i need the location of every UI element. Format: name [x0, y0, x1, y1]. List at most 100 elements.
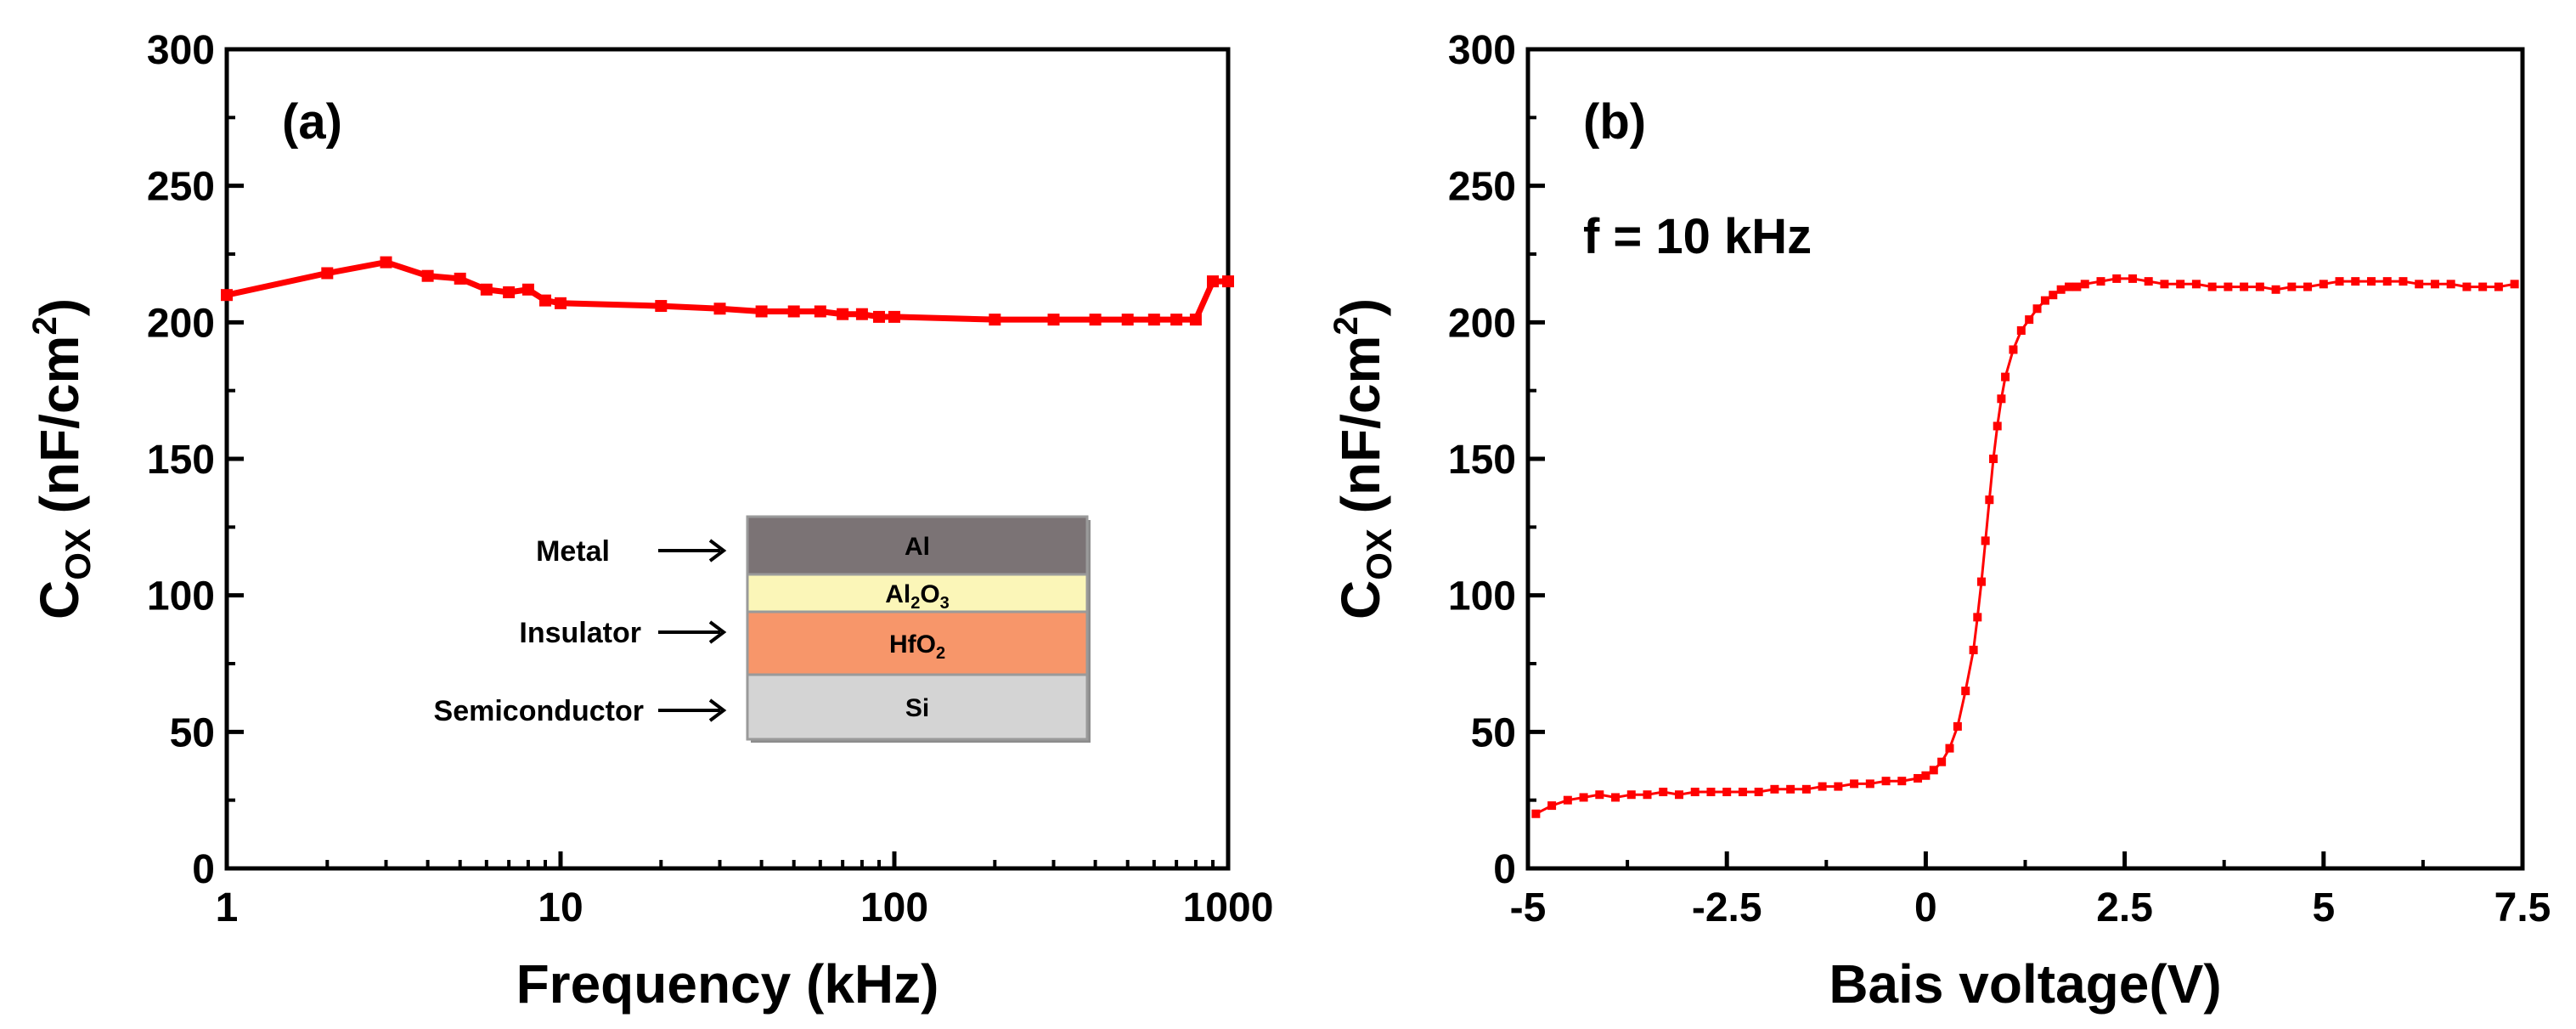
panel-b-data-point	[1786, 784, 1795, 794]
panel-b-data-point	[1818, 782, 1827, 791]
panel-a-y-tick-label: 250	[147, 165, 215, 210]
panel-b-data-point	[1865, 779, 1874, 789]
panel-b-data-point	[1921, 771, 1931, 780]
panel-b-chart: -5 -2.5 0 2.5 5 7.5 0 50 100 150 200 250 300 Bais vol…	[1327, 28, 2551, 1015]
panel-b-x-tick-label: -5	[1510, 885, 1547, 930]
panel-b-data-point	[2009, 345, 2018, 354]
inset-side-label: Metal	[536, 535, 610, 568]
panel-a-y-tick-label: 100	[147, 574, 215, 619]
panel-a-y-tick-label: 300	[147, 28, 215, 73]
panel-a-y-tick-label: 150	[147, 438, 215, 483]
inset-layer-label: Al2O3	[885, 580, 950, 613]
panel-b-data-point	[2112, 274, 2122, 283]
panel-b-data-point	[1953, 721, 1962, 731]
inset-layer-label: HfO2	[889, 630, 945, 663]
inset-layer-label: Si	[905, 694, 929, 722]
panel-b-data-point	[2415, 280, 2424, 289]
panel-a-x-tick-label: 10	[538, 885, 583, 930]
panel-a-data-point	[1222, 275, 1234, 288]
panel-a-y-axis-title: COX (nF/cm2)	[26, 298, 98, 619]
panel-b-data-point	[1563, 795, 1572, 805]
inset-layer-1	[746, 573, 1089, 613]
panel-a-data-point	[855, 308, 868, 320]
panel-b-data-point	[1976, 577, 1986, 586]
panel-a-data-point	[521, 283, 534, 296]
panel-b-data-point	[1626, 790, 1636, 800]
panel-b-data-point	[1937, 757, 1947, 766]
panel-b-data-point	[1834, 782, 1843, 791]
panel-b-label: (b)	[1583, 94, 1646, 150]
panel-b-data-point	[1738, 788, 1747, 797]
panel-b-data-point	[2255, 282, 2264, 291]
panel-a-data-point	[1047, 314, 1060, 326]
panel-b-x-tick-label: 5	[2312, 885, 2335, 930]
panel-b-data-point	[1770, 784, 1779, 794]
panel-b-data-point	[2240, 282, 2249, 291]
panel-a-data-point	[480, 283, 493, 296]
panel-b-data-point	[2335, 277, 2344, 286]
panel-b-data-point	[2303, 282, 2313, 291]
panel-b-data-point	[2128, 274, 2137, 283]
panel-a-data-point	[814, 305, 826, 318]
panel-a-data-point	[454, 272, 466, 285]
panel-b-frequency-annotation: f = 10 kHz	[1583, 209, 1812, 264]
panel-a-data-point	[837, 308, 849, 320]
panel-a-data-point	[989, 314, 1001, 326]
inset-layer-label: Al	[905, 533, 930, 561]
panel-b-data-point	[2398, 277, 2408, 286]
panel-b-data-point	[2287, 282, 2297, 291]
panel-b-x-tick-label: 7.5	[2494, 885, 2551, 930]
panel-b-y-tick-label: 200	[1448, 301, 1516, 346]
panel-b-data-point	[1989, 455, 1998, 463]
panel-a-data-point	[1147, 314, 1160, 326]
panel-a-data-point	[321, 267, 334, 280]
panel-b-data-point	[1690, 788, 1699, 797]
panel-b-y-tick-label: 150	[1448, 438, 1516, 483]
panel-b-x-axis-title: Bais voltage(V)	[1829, 953, 2221, 1015]
panel-b-data-point	[2271, 285, 2280, 294]
inset-layer-2	[746, 610, 1089, 676]
panel-b-data-point	[2191, 280, 2201, 289]
panel-b-data-point	[1997, 394, 2006, 404]
panel-b-data-point	[2144, 277, 2153, 286]
panel-b-data-point	[1985, 495, 1994, 505]
panel-a-x-tick-label: 100	[860, 885, 928, 930]
panel-b-data-point	[2001, 372, 2010, 382]
panel-b-data-point	[1961, 687, 1970, 696]
panel-b-data-point	[2160, 280, 2169, 289]
panel-b-data-point	[1659, 788, 1668, 797]
panel-b-data-point	[1945, 743, 1954, 753]
panel-b-data-point	[2351, 277, 2360, 286]
inset-arrow-head	[708, 620, 727, 644]
panel-a-data-point	[655, 300, 668, 313]
panel-b-data-point	[2072, 282, 2082, 291]
panel-b-data-point	[1706, 788, 1716, 797]
panel-b-data-point	[2065, 282, 2074, 291]
inset-arrow-head	[708, 539, 727, 563]
panel-b-data-point	[2478, 282, 2488, 291]
panel-b-data-point	[1850, 779, 1859, 789]
panel-b-data-point	[1969, 645, 1978, 654]
panel-b-data-point	[1929, 766, 1938, 775]
inset-side-label: Semiconductor	[434, 695, 644, 727]
panel-b-data-point	[2176, 280, 2185, 289]
panel-b-data-point	[1531, 809, 1541, 818]
panel-a-data-point	[713, 302, 726, 315]
panel-b-data-point	[1674, 790, 1683, 800]
panel-b-data-point	[2319, 280, 2328, 289]
panel-b-data-point	[2049, 291, 2058, 300]
inset-layer-3	[746, 673, 1089, 741]
panel-a-x-axis-title: Frequency (kHz)	[516, 953, 939, 1015]
panel-b-data-point	[2367, 277, 2376, 286]
panel-a-data-point	[1207, 275, 1220, 288]
panel-b-data-point	[1981, 536, 1990, 546]
panel-b-data-point	[2382, 277, 2392, 286]
panel-b-data-point	[2446, 280, 2455, 289]
panel-b-data-point	[2016, 325, 2026, 335]
panel-b-data-point	[2056, 285, 2066, 294]
panel-a-y-tick-label: 200	[147, 301, 215, 346]
panel-a-x-tick-label: 1000	[1183, 885, 1274, 930]
panel-b-y-tick-label: 100	[1448, 574, 1516, 619]
